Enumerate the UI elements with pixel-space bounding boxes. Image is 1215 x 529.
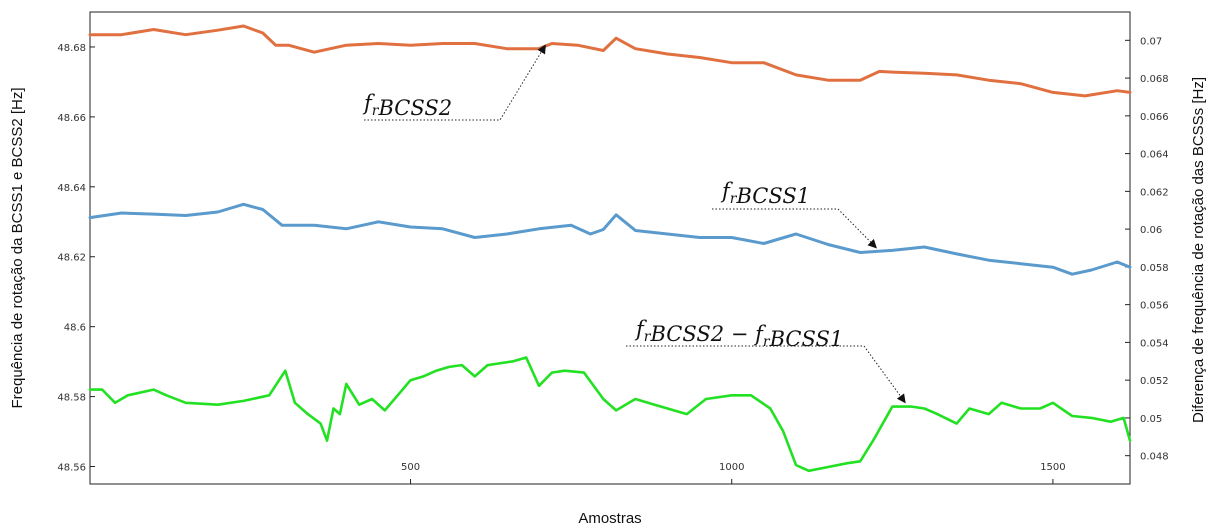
right-tick-label: 0.052	[1140, 376, 1169, 387]
right-axis-title: Diferença de frequência de rotação das B…	[1190, 77, 1207, 423]
series-line-2	[88, 202, 1132, 276]
right-tick-label: 0.062	[1140, 187, 1169, 198]
right-tick-label: 0.066	[1140, 112, 1169, 123]
left-tick-label: 48.62	[57, 253, 86, 264]
left-tick-label: 48.6	[64, 323, 86, 334]
right-tick-label: 0.048	[1140, 452, 1169, 463]
left-axis-ticks: 48.56 48.58 48.6 48.62 48.64 48.66 48.68	[57, 43, 95, 474]
right-tick-label: 0.058	[1140, 263, 1169, 274]
series-line-3	[88, 356, 1132, 473]
x-tick-label: 1000	[719, 462, 744, 473]
annotation-label-2: frBCSS1	[720, 179, 810, 208]
annotation-arrow-2	[712, 208, 877, 249]
left-tick-label: 48.58	[57, 393, 86, 404]
right-tick-label: 0.068	[1140, 74, 1169, 85]
right-tick-label: 0.06	[1140, 225, 1162, 236]
left-tick-label: 48.68	[57, 43, 86, 54]
annotations-group: frBCSS2 frBCSS1 frBCSS2 − frBCSS1	[362, 44, 906, 404]
x-tick-label: 500	[401, 462, 420, 473]
series-group	[88, 24, 1132, 473]
right-tick-label: 0.054	[1140, 338, 1169, 349]
right-tick-label: 0.056	[1140, 301, 1169, 312]
annotation-arrow-3	[626, 345, 906, 404]
right-tick-label: 0.064	[1140, 150, 1169, 161]
right-tick-label: 0.07	[1140, 36, 1162, 47]
x-tick-label: 1500	[1040, 462, 1065, 473]
annotation-label-3: frBCSS2 − frBCSS1	[634, 317, 843, 351]
annotation-label-1: frBCSS2	[362, 91, 452, 120]
left-tick-label: 48.66	[57, 113, 86, 124]
series-line-1	[88, 24, 1132, 98]
left-tick-label: 48.56	[57, 463, 86, 474]
x-axis-ticks: 500 1000 1500	[401, 462, 1066, 484]
left-axis-title: Frequência de rotação da BCSS1 e BCSS2 […	[9, 87, 26, 408]
left-tick-label: 48.64	[57, 183, 86, 194]
right-axis-ticks: 0.048 0.05 0.052 0.054 0.056 0.058 0.06 0.062 0.…	[1125, 36, 1169, 463]
plot-area	[89, 11, 1131, 485]
right-tick-label: 0.05	[1140, 414, 1162, 425]
x-axis-title: Amostras	[578, 510, 641, 527]
